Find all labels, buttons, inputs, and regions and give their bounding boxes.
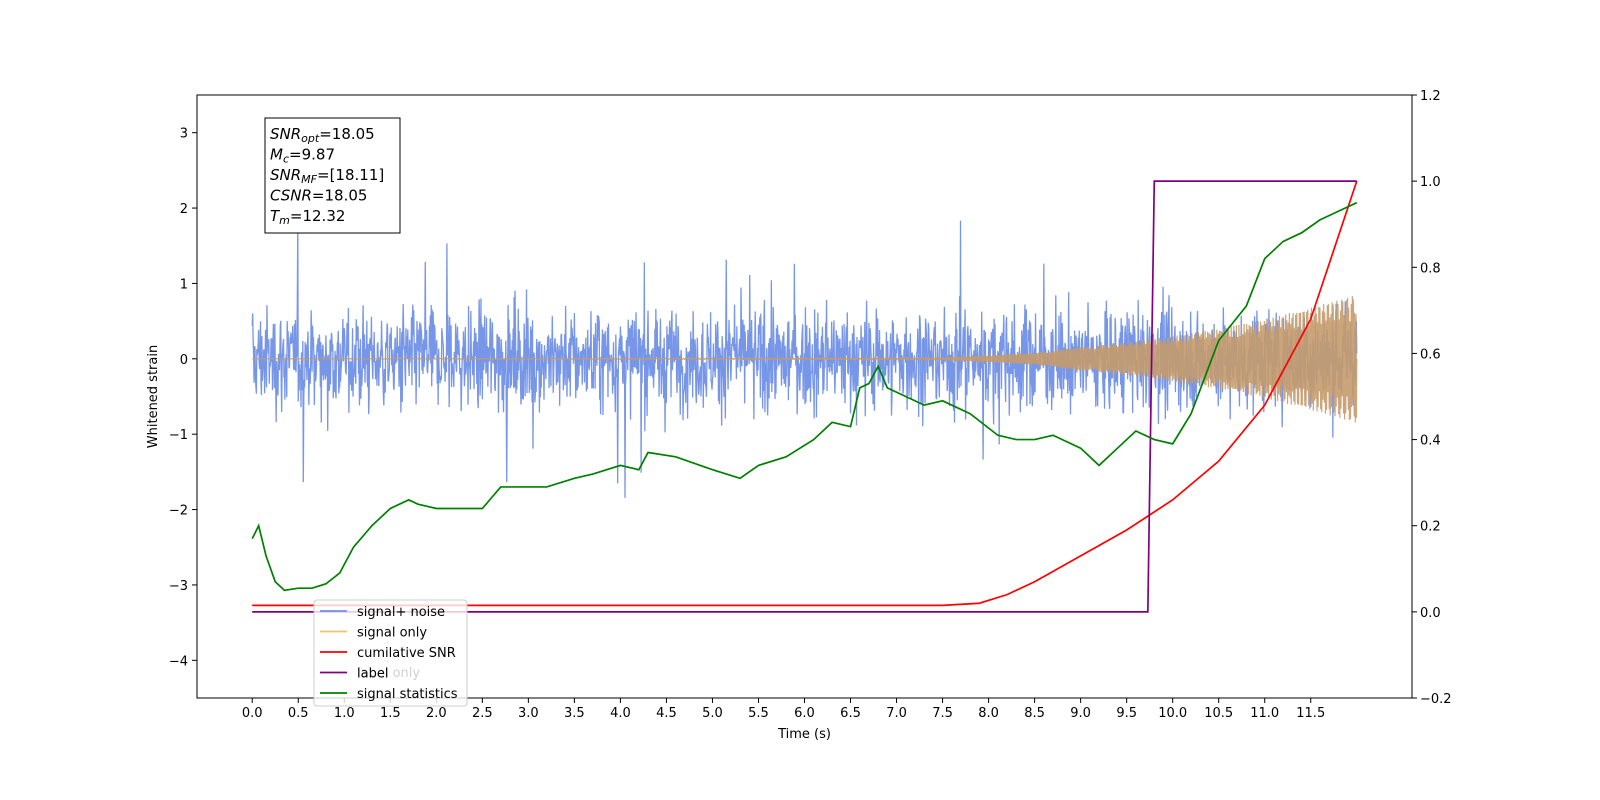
legend-label: signal only (357, 626, 427, 641)
y2-tick-label: 0.8 (1420, 261, 1441, 276)
y2-tick-label: 0.6 (1420, 347, 1441, 362)
x-tick-label: 5.5 (748, 706, 769, 721)
y-tick-label: 1 (180, 277, 188, 292)
signal-only-line (252, 296, 1358, 423)
y-tick-label: −2 (169, 504, 188, 519)
signal-statistics-line (251, 201, 1358, 592)
x-tick-label: 7.5 (932, 706, 953, 721)
legend-label: cumilative SNR (357, 646, 456, 661)
legend: label only signal+ noise signal only cumila… (313, 599, 468, 707)
x-axis-ticks: 0.0 0.5 1.0 1.5 2.0 2.5 3.0 3.5 4.0 4.5 5.0 5.5 6.0 6… (242, 698, 1325, 721)
legend-frame (313, 599, 468, 707)
x-tick-label: 7.0 (886, 706, 907, 721)
cumilative-snr-line (252, 180, 1358, 607)
x-tick-label: 8.5 (1024, 706, 1045, 721)
y-tick-label: 3 (180, 127, 188, 142)
x-tick-label: 11.0 (1250, 706, 1279, 721)
legend-label: signal+ noise (357, 605, 445, 620)
legend-label: signal statistics (357, 687, 458, 702)
x-tick-label: 2.0 (426, 706, 447, 721)
info-box-line: CSNR=18.05 (270, 187, 367, 205)
x-tick-label: 8.0 (978, 706, 999, 721)
right-y-axis-ticks: 1.2 1.0 0.8 0.6 0.4 0.2 0.0 −0.2 (1412, 89, 1452, 707)
y2-tick-label: 1.2 (1420, 89, 1441, 104)
x-tick-label: 0.5 (288, 706, 309, 721)
x-tick-label: 1.0 (334, 706, 355, 721)
x-tick-label: 5.0 (702, 706, 723, 721)
legend-label: label (357, 667, 388, 682)
x-tick-label: 4.5 (656, 706, 677, 721)
info-box-line: Mc=9.87 (270, 146, 335, 166)
y-tick-label: −3 (169, 579, 188, 594)
x-tick-label: 10.5 (1204, 706, 1233, 721)
y2-tick-label: 0.4 (1420, 434, 1441, 449)
y2-tick-label: 0.2 (1420, 520, 1441, 535)
x-tick-label: 9.5 (1116, 706, 1137, 721)
y-axis-label: Whitened strain (146, 345, 161, 448)
info-box-frame (264, 117, 401, 234)
x-tick-label: 10.0 (1158, 706, 1187, 721)
plot-area (251, 180, 1358, 613)
y-tick-label: 2 (180, 202, 188, 217)
y-tick-label: −4 (169, 654, 188, 669)
x-tick-label: 1.5 (380, 706, 401, 721)
x-tick-label: 0.0 (242, 706, 263, 721)
y-tick-label: −1 (169, 428, 188, 443)
info-box-line: SNRopt=18.05 (270, 125, 375, 145)
legend-hidden-text: label only (357, 666, 420, 681)
y-tick-label: 0 (180, 353, 188, 368)
y2-tick-label: −0.2 (1420, 692, 1452, 707)
left-y-axis-ticks: 3 2 1 0 −1 −2 −3 −4 (169, 127, 197, 669)
x-tick-label: 3.5 (564, 706, 585, 721)
x-tick-label: 6.5 (840, 706, 861, 721)
y2-tick-label: 0.0 (1420, 606, 1441, 621)
info-box-line: Tm=12.32 (270, 207, 345, 227)
x-tick-label: 6.0 (794, 706, 815, 721)
x-tick-label: 2.5 (472, 706, 493, 721)
x-tick-label: 4.0 (610, 706, 631, 721)
parameter-info-box: SNRopt=18.05Mc=9.87SNRMF=[18.11]CSNR=18.… (264, 117, 401, 234)
info-box-line: SNRMF=[18.11] (270, 166, 384, 186)
x-tick-label: 9.0 (1070, 706, 1091, 721)
y2-tick-label: 1.0 (1420, 175, 1441, 190)
label-line (252, 180, 1357, 613)
x-tick-label: 3.0 (518, 706, 539, 721)
x-axis-label: Time (s) (777, 727, 831, 742)
x-tick-label: 11.5 (1296, 706, 1325, 721)
